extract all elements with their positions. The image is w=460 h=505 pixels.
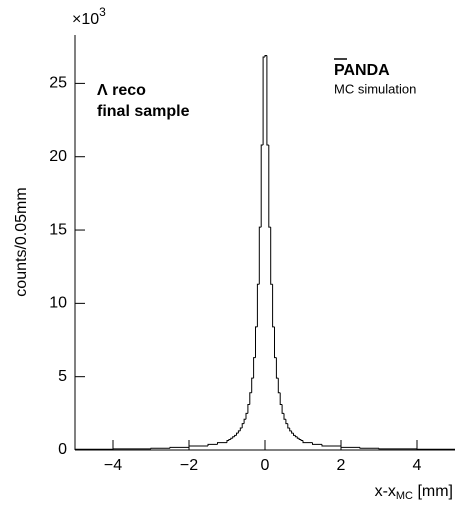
x-axis-label: x-xMC [mm] [375,483,453,502]
histogram-bin [296,436,300,439]
histogram-bin [75,448,113,450]
x-tick-label: 0 [261,457,270,474]
histogram-bin [359,447,379,449]
histogram-bin [416,448,455,450]
histogram-bin [291,430,294,434]
histogram-bin [378,448,417,450]
histogram-bin [237,430,241,434]
histogram-bin [270,227,273,285]
annotation: Λ reco [97,82,146,99]
x-tick-label: −4 [104,457,122,474]
histogram-bin [258,226,262,285]
x-tick-label: −2 [180,457,198,474]
y-tick-label: 15 [49,221,67,238]
histogram-bin [279,392,283,406]
histogram-bin [234,434,237,437]
y-tick-label: 10 [49,295,67,312]
experiment-logo: PANDA [334,62,390,79]
histogram-bin [289,428,292,432]
histogram-bin [264,55,267,57]
histogram-bin [300,439,303,441]
x-tick-label: 4 [413,457,422,474]
histogram-bin [293,433,296,436]
histogram-bin [188,445,208,448]
annotation: final sample [97,103,190,120]
histogram-bin [249,392,252,405]
histogram-bin [150,447,170,449]
histogram-bin [260,144,264,228]
x-tick-label: 2 [337,457,346,474]
histogram-bin [281,404,284,414]
histogram-bin [230,437,233,440]
histogram-bin [312,442,322,445]
histogram-bin [241,423,245,429]
histogram-bin [294,435,298,438]
histogram-bin [253,357,256,379]
y-tick-label: 0 [58,441,67,458]
histogram-bin [255,326,258,358]
histogram-bin [321,444,341,447]
histogram-bin [266,55,269,146]
histogram-bin [283,413,286,420]
histogram-bin [217,442,227,445]
histogram-bin [236,432,239,436]
histogram-bin [169,446,189,449]
histogram-bin [226,439,229,443]
axis-multiplier: ×103 [72,5,106,28]
y-axis-label: counts/0.05mm [13,187,30,296]
histogram-bin [340,446,360,448]
histogram-bin [247,404,250,414]
histogram-bin [228,438,231,441]
histogram-bin [239,427,243,431]
histogram-bin [251,377,254,393]
histogram-bin [275,357,279,379]
histogram-bin [268,144,271,228]
y-tick-label: 5 [58,368,67,385]
histogram-bin [232,436,235,439]
histogram-bin [277,378,281,394]
y-tick-label: 20 [49,148,67,165]
histogram-bin [285,419,288,425]
experiment-note: MC simulation [334,81,416,96]
histogram-bin [256,283,260,327]
histogram-bin [298,438,302,440]
histogram-bin [302,440,313,444]
y-tick-label: 25 [49,75,67,92]
histogram-bin [243,418,246,424]
histogram-bin [274,326,277,359]
histogram-bin [245,412,248,420]
histogram-bin [207,443,218,447]
histogram-bin [262,56,265,145]
histogram-bin [287,423,290,429]
histogram-bin [272,284,275,328]
